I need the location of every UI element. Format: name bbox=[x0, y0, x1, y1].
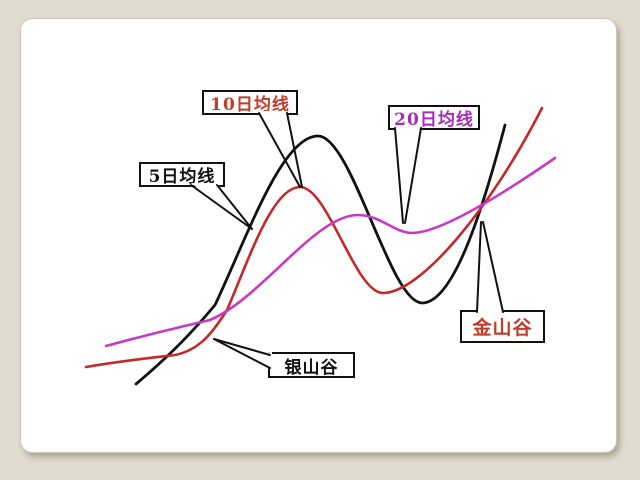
silver-valley-label-box: 银山谷 bbox=[268, 352, 355, 378]
golden-valley-label-box: 金山谷 bbox=[460, 310, 545, 343]
diagram-card bbox=[20, 18, 617, 453]
ma5-label-box: 5日均线 bbox=[139, 162, 225, 187]
ma10-label-box: 10日均线 bbox=[202, 90, 298, 115]
ma20-label-box: 20日均线 bbox=[388, 105, 480, 130]
